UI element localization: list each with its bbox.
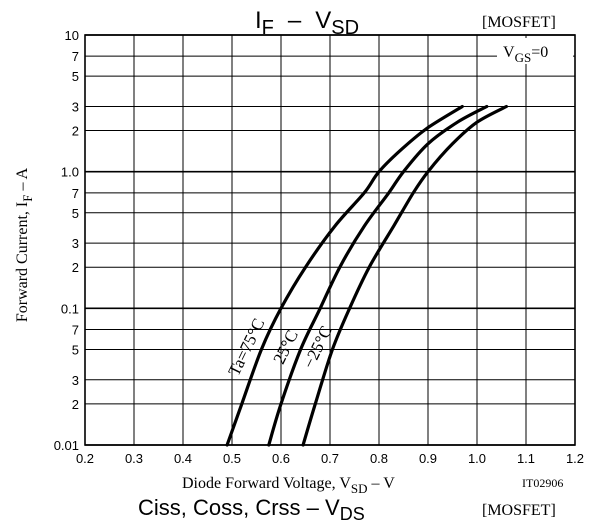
x-tick-label: 0.5 [223, 451, 241, 466]
next-chart-title: Ciss, Coss, Crss – VDS [MOSFET] [138, 495, 556, 521]
y-tick-label: 3 [72, 99, 79, 114]
y-axis-label: Forward Current, IF – A [14, 167, 35, 322]
category-tag: [MOSFET] [482, 14, 556, 31]
y-tick-label: 10 [65, 28, 79, 43]
title: IF – VSD [255, 7, 359, 39]
x-tick-label: 0.8 [370, 451, 388, 466]
condition-box [497, 38, 573, 64]
x-tick-label: 1.2 [566, 451, 584, 466]
y-tick-label: 1.0 [61, 165, 79, 180]
y-tick-label: 3 [72, 236, 79, 251]
svg-text:[MOSFET]: [MOSFET] [482, 502, 556, 519]
y-tick-label: 0.1 [61, 301, 79, 316]
grid [84, 34, 576, 446]
y-tick-label: 7 [72, 323, 79, 338]
y-tick-label: 3 [72, 373, 79, 388]
condition-label: VGS=0 [503, 44, 548, 65]
x-tick-label: 1.1 [517, 451, 535, 466]
x-tick-label: 0.4 [174, 451, 192, 466]
x-tick-label: 0.9 [419, 451, 437, 466]
plot-frame [84, 34, 576, 446]
y-tick-labels: 10 7 5 3 2 1.0 7 5 3 2 0.1 7 5 3 2 0.01 [54, 28, 79, 453]
series-line [267, 104, 489, 447]
svg-text:IF–VSD: IF – VSD [255, 7, 359, 39]
x-tick-label: 0.6 [272, 451, 290, 466]
x-tick-label: 1.0 [468, 451, 486, 466]
y-tick-label: 2 [72, 397, 79, 412]
y-tick-label: 2 [72, 260, 79, 275]
svg-text:Ciss, Coss, Crss – VDS: Ciss, Coss, Crss – VDS [138, 495, 365, 521]
y-tick-label: 5 [72, 69, 79, 84]
y-tick-label: 5 [72, 342, 79, 357]
y-tick-label: 0.01 [54, 438, 79, 453]
series-lines [225, 104, 508, 447]
series-labels: Ta=75°C 25°C−25°C [224, 315, 335, 379]
y-tick-label: 7 [72, 186, 79, 201]
series-line [225, 104, 464, 447]
x-tick-label: 0.7 [321, 451, 339, 466]
y-tick-label: 5 [72, 206, 79, 221]
y-tick-label: 2 [72, 124, 79, 139]
series-line [301, 104, 508, 447]
x-tick-label: 0.3 [125, 451, 143, 466]
y-tick-label: 7 [72, 49, 79, 64]
x-axis-label: Diode Forward Voltage, VSD – V [182, 475, 395, 496]
x-tick-label: 0.2 [76, 451, 94, 466]
x-tick-labels: 0.2 0.3 0.4 0.5 0.6 0.7 0.8 0.9 1.0 1.1 1.2 [76, 451, 584, 466]
figure-code: IT02906 [522, 476, 563, 490]
